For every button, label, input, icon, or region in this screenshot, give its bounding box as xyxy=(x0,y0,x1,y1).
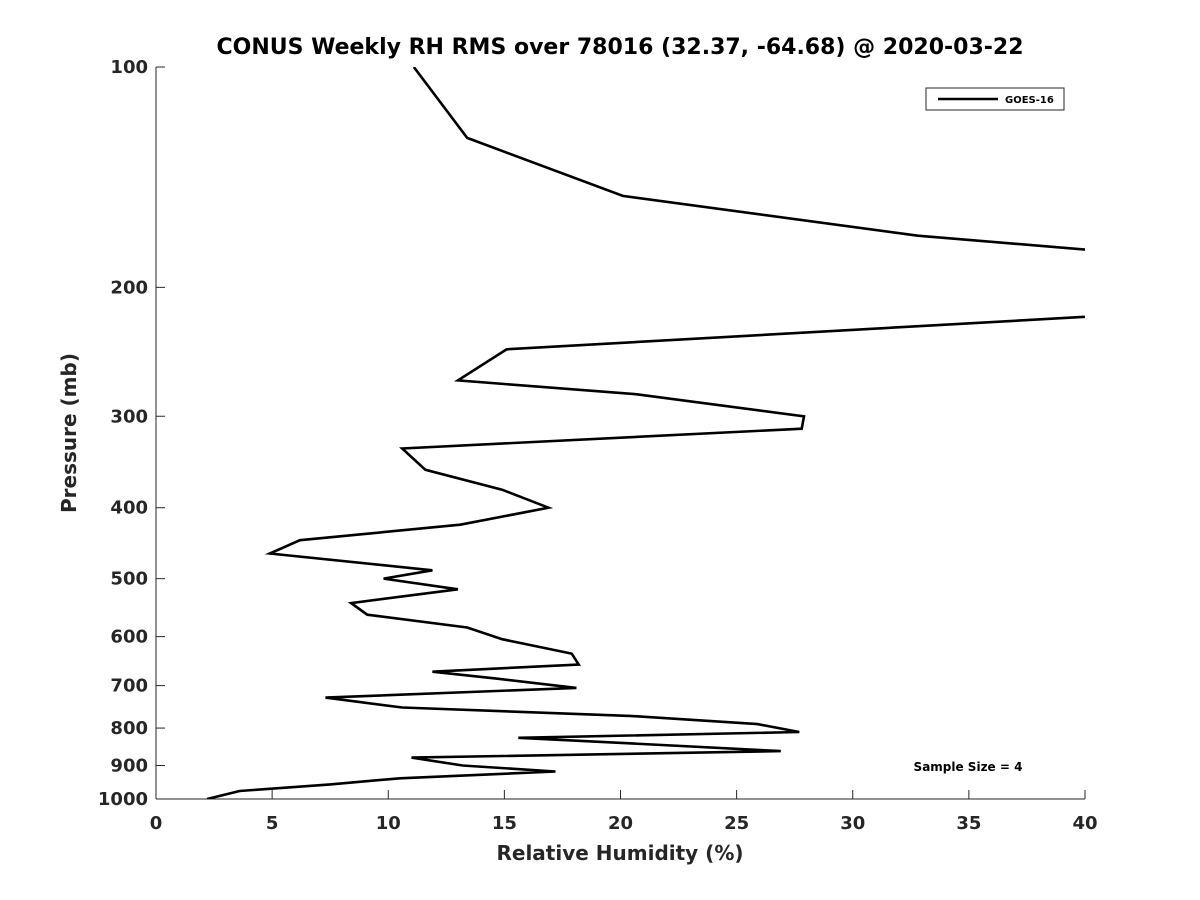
x-tick-label: 20 xyxy=(608,813,633,834)
x-tick-label: 35 xyxy=(956,813,981,834)
x-tick-label: 40 xyxy=(1072,813,1097,834)
legend: GOES-16 xyxy=(925,87,1065,111)
x-tick-label: 10 xyxy=(376,813,401,834)
y-tick-label: 300 xyxy=(110,406,148,427)
x-tick-label: 25 xyxy=(724,813,749,834)
x-axis-label: Relative Humidity (%) xyxy=(496,841,743,865)
x-tick-label: 15 xyxy=(492,813,517,834)
x-tick-label: 0 xyxy=(150,813,163,834)
chart-title: CONUS Weekly RH RMS over 78016 (32.37, -… xyxy=(216,35,1023,60)
x-tick-label: 5 xyxy=(266,813,279,834)
y-tick-label: 200 xyxy=(110,277,148,298)
x-tick-label: 30 xyxy=(840,813,865,834)
plot-area xyxy=(155,67,1085,800)
y-tick-label: 1000 xyxy=(98,789,148,810)
y-tick-label: 800 xyxy=(110,718,148,739)
sample-size-annotation: Sample Size = 4 xyxy=(914,760,1023,774)
y-tick-label: 100 xyxy=(110,57,148,78)
y-tick-label: 900 xyxy=(110,756,148,777)
y-axis-label: Pressure (mb) xyxy=(57,353,81,513)
series-line-goes-16 xyxy=(206,67,1085,799)
y-tick-label: 400 xyxy=(110,498,148,519)
y-tick-label: 700 xyxy=(110,676,148,697)
axis-ticks: 0 5 10 15 20 25 30 35 40 100 200 300 400 500 600 700 800… xyxy=(98,57,1098,834)
y-tick-label: 500 xyxy=(110,569,148,590)
y-tick-label: 600 xyxy=(110,627,148,648)
legend-label: GOES-16 xyxy=(1005,95,1054,106)
